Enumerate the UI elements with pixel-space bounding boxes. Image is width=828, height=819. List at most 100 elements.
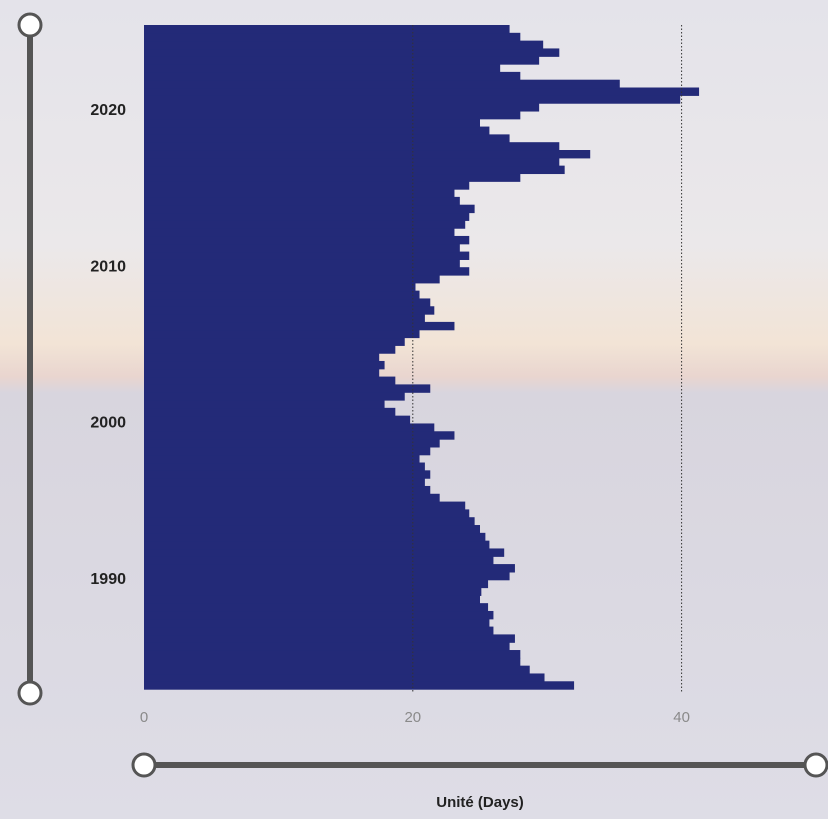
- bar: [144, 454, 420, 464]
- x-tick-label: 20: [404, 709, 421, 726]
- bar: [144, 79, 620, 89]
- bar: [144, 501, 466, 510]
- bar: [144, 392, 405, 401]
- bar: [144, 110, 521, 120]
- bar: [144, 165, 565, 175]
- bar: [144, 329, 420, 339]
- bar: [144, 642, 510, 651]
- slider-handle[interactable]: [17, 12, 43, 38]
- bar: [144, 681, 575, 690]
- bar: [144, 587, 482, 596]
- bar: [144, 259, 460, 268]
- bar: [144, 540, 490, 550]
- bar: [144, 525, 480, 534]
- bar: [144, 532, 486, 542]
- plot-area: [144, 25, 700, 693]
- bar: [144, 673, 545, 682]
- bar: [144, 618, 490, 628]
- bar: [144, 423, 435, 432]
- bar: [144, 243, 460, 253]
- bar: [144, 564, 515, 573]
- bar: [144, 579, 489, 589]
- bar: [144, 368, 380, 378]
- bar: [144, 103, 540, 112]
- y-tick-label: 2020: [90, 102, 126, 119]
- bar: [144, 220, 466, 229]
- bar: [144, 235, 470, 245]
- bar: [144, 40, 544, 50]
- bar: [144, 376, 396, 385]
- bar: [144, 493, 440, 503]
- slider-handle[interactable]: [17, 680, 43, 706]
- bar: [144, 610, 494, 620]
- bar: [144, 478, 425, 487]
- bar: [144, 251, 470, 260]
- bar: [144, 634, 515, 643]
- bar: [144, 571, 510, 581]
- bar: [144, 56, 540, 65]
- bar: [144, 306, 435, 315]
- bar: [144, 87, 700, 96]
- bar: [144, 548, 505, 557]
- bar: [144, 321, 455, 331]
- bar: [144, 439, 440, 448]
- bar: [144, 603, 489, 612]
- bar: [144, 212, 470, 221]
- bar: [144, 275, 440, 284]
- bar: [144, 142, 560, 151]
- bar: [144, 95, 681, 104]
- bar: [144, 134, 510, 143]
- bar: [144, 48, 560, 57]
- bar: [144, 118, 480, 128]
- bar: [144, 32, 521, 42]
- bar: [144, 196, 460, 206]
- bar: [144, 71, 521, 81]
- bar: [144, 384, 431, 393]
- bar: [144, 267, 470, 276]
- bar: [144, 290, 420, 300]
- y-tick-label: 2010: [90, 258, 126, 275]
- bar: [144, 189, 455, 198]
- bar: [144, 431, 455, 440]
- y-tick-label: 2000: [90, 415, 126, 432]
- bar: [144, 657, 521, 667]
- bar: [144, 314, 425, 323]
- bar: [144, 462, 425, 471]
- bar: [144, 485, 431, 495]
- bar: [144, 204, 475, 214]
- bar: [144, 150, 591, 159]
- bar: [144, 470, 431, 479]
- bar: [144, 353, 380, 362]
- bar: [144, 665, 530, 675]
- bar: [144, 282, 416, 292]
- bar: [144, 126, 490, 135]
- x-tick-label: 40: [673, 709, 690, 726]
- bar: [144, 25, 510, 34]
- x-tick-label: 0: [140, 709, 148, 726]
- bar: [144, 556, 494, 565]
- bar: [144, 298, 431, 307]
- bar: [144, 337, 405, 346]
- bar: [144, 64, 501, 73]
- bar: [144, 173, 521, 182]
- bar: [144, 407, 396, 417]
- bar: [144, 228, 455, 237]
- bar: [144, 157, 560, 167]
- bar: [144, 509, 470, 518]
- bar: [144, 595, 480, 604]
- bar: [144, 446, 431, 456]
- bar: [144, 400, 385, 409]
- slider-handle[interactable]: [803, 752, 828, 778]
- x-axis-title: Unité (Days): [436, 794, 524, 811]
- bar: [144, 360, 385, 370]
- slider-handle[interactable]: [131, 752, 157, 778]
- bar: [144, 650, 521, 659]
- bar: [144, 181, 470, 190]
- bar: [144, 626, 494, 636]
- bar: [144, 517, 475, 526]
- bar: [144, 345, 396, 354]
- y-tick-label: 1990: [90, 571, 126, 588]
- bar: [144, 415, 411, 425]
